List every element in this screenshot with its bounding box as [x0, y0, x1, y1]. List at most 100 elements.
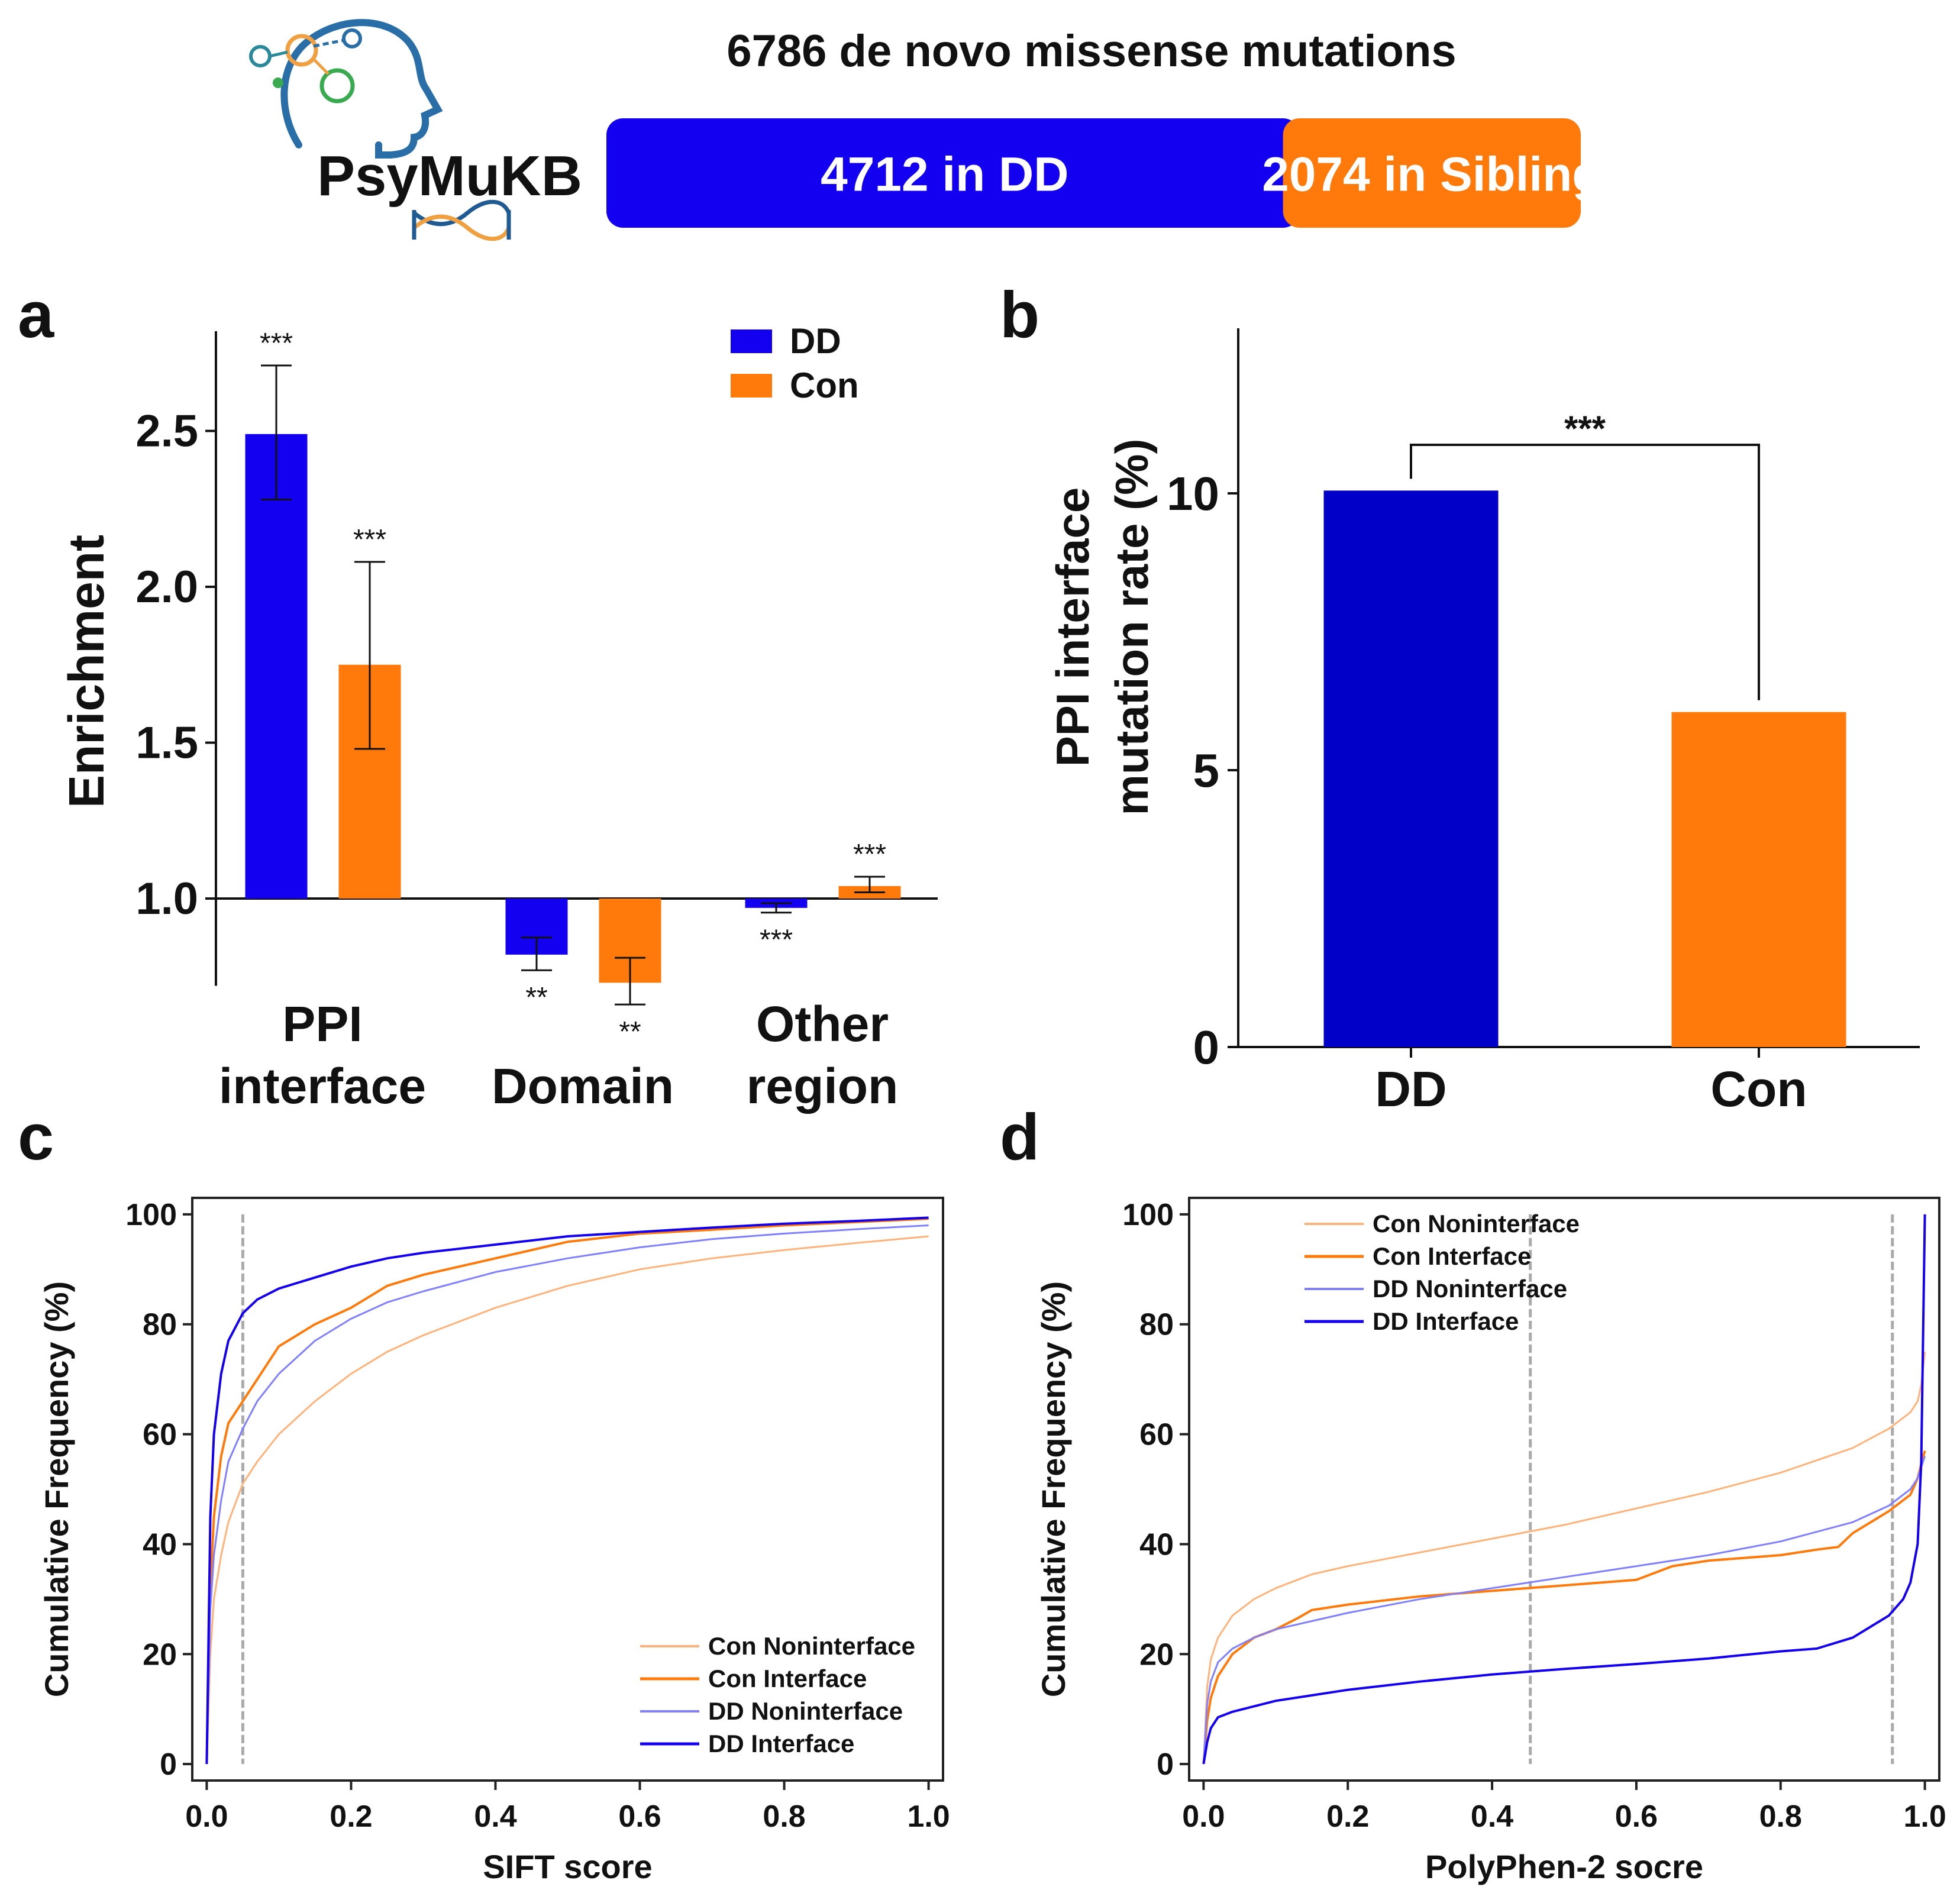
- legend-label-dd: DD: [790, 321, 841, 361]
- series-line-con-interface: [205, 1217, 929, 1765]
- x-tick-label: 0.0: [185, 1799, 228, 1834]
- sift-cumulative-chart: 0.0 0.2 0.4 0.6 0.8 1.0 0 20 40 60 80 100 SIFT score…: [38, 1197, 950, 1885]
- legend-label-con-interface: Con Interface: [1373, 1242, 1531, 1270]
- x-tick-label: 0.2: [330, 1799, 372, 1834]
- y-tick-label: 60: [143, 1418, 177, 1452]
- y-tick-label: 10: [1167, 467, 1219, 520]
- molecule-node-icon: [319, 68, 355, 104]
- psymukb-logo: PsyMuKB: [249, 19, 582, 241]
- series-line-con-noninterface: [1202, 1352, 1926, 1765]
- y-tick-label: 80: [1139, 1308, 1174, 1342]
- y-tick-label: 2.5: [135, 406, 198, 457]
- dna-icon: [412, 199, 511, 241]
- polyphen-cumulative-chart: 0.0 0.2 0.4 0.6 0.8 1.0 0 20 40 60 80 100 PolyPhen-2…: [1035, 1197, 1946, 1885]
- x-tick-label: 1.0: [907, 1799, 950, 1834]
- bar-dd: [1323, 490, 1499, 1047]
- series-line-dd-interface: [1202, 1214, 1926, 1765]
- molecule-node-icon: [342, 28, 362, 49]
- x-axis-title: PolyPhen-2 socre: [1425, 1848, 1703, 1885]
- x-tick-label-con: Con: [1710, 1061, 1807, 1117]
- category-label-2: region: [747, 1058, 899, 1114]
- y-tick-label: 5: [1193, 744, 1220, 797]
- series-line-con-interface: [1202, 1450, 1926, 1765]
- x-tick-label-dd: DD: [1375, 1061, 1446, 1117]
- significance-label: **: [619, 1016, 641, 1048]
- y-axis-title: Cumulative Frequency (%): [1035, 1281, 1072, 1697]
- x-tick-label: 1.0: [1903, 1799, 1946, 1834]
- y-axis-title: Cumulative Frequency (%): [38, 1281, 75, 1697]
- category-label-1: Domain: [492, 1058, 674, 1114]
- x-tick-label: 0.6: [1615, 1799, 1658, 1834]
- significance-label: **: [525, 982, 547, 1013]
- series-line-dd-noninterface: [1202, 1456, 1926, 1765]
- molecule-node-icon: [249, 45, 272, 67]
- y-tick-label: 2.0: [135, 562, 198, 612]
- x-tick-label: 0.4: [1471, 1799, 1513, 1834]
- x-tick-label: 0.2: [1326, 1799, 1369, 1834]
- plot-frame: [191, 1197, 944, 1782]
- x-tick-label: 0.4: [474, 1799, 516, 1834]
- y-tick-label: 1.5: [135, 718, 198, 768]
- legend-label-dd-noninterface: DD Noninterface: [708, 1697, 903, 1725]
- legend-swatch-con: [731, 374, 772, 398]
- significance-label: ***: [760, 925, 793, 956]
- significance-label: ***: [353, 524, 386, 555]
- mutation-rate-bar-chart: 0 5 10 PPI interface mutation rate (%) DD Con *…: [1047, 328, 1920, 1117]
- molecule-node-icon: [273, 77, 283, 88]
- y-tick-label: 20: [1139, 1637, 1174, 1672]
- legend-label-con-noninterface: Con Noninterface: [708, 1632, 915, 1660]
- molecule-node-icon: [285, 34, 318, 67]
- y-tick-label: 80: [143, 1308, 177, 1342]
- series-line-dd-interface: [205, 1216, 929, 1765]
- split-segment-dd: [606, 118, 1300, 228]
- series-line-con-noninterface: [205, 1235, 929, 1765]
- panel-label-d: d: [1000, 1101, 1039, 1174]
- significance-label: ***: [853, 839, 886, 870]
- x-tick-label: 0.8: [763, 1799, 805, 1834]
- mutation-split-bar: 4712 in DD 2074 in Sibling: [606, 118, 1601, 228]
- y-tick-label: 1.0: [135, 874, 198, 924]
- x-tick-label: 0.0: [1182, 1799, 1225, 1834]
- y-axis-title-line-0: PPI interface: [1047, 487, 1099, 767]
- significance-label: ***: [1564, 409, 1606, 448]
- category-label-0: interface: [219, 1058, 426, 1114]
- y-axis-title-line-1: mutation rate (%): [1106, 438, 1158, 815]
- enrichment-bar-chart: 1.01.52.02.5Enrichment****************PP…: [59, 321, 938, 1114]
- logo-wordmark: PsyMuKB: [317, 144, 582, 208]
- bar-dd-0: [245, 434, 308, 899]
- header-title: 6786 de novo missense mutations: [726, 26, 1456, 76]
- legend-label-con: Con: [790, 366, 859, 405]
- category-label-0: PPI: [282, 996, 362, 1052]
- y-tick-label: 40: [143, 1527, 177, 1562]
- panel-label-a: a: [18, 279, 54, 351]
- legend-label-dd-noninterface: DD Noninterface: [1373, 1275, 1567, 1303]
- legend-swatch-dd: [731, 329, 772, 353]
- series-line-dd-noninterface: [205, 1224, 929, 1765]
- y-tick-label: 0: [160, 1747, 177, 1782]
- bar-con: [1671, 712, 1846, 1047]
- y-tick-label: 0: [1157, 1747, 1174, 1782]
- legend-label-dd-interface: DD Interface: [708, 1730, 854, 1757]
- x-tick-label: 0.6: [618, 1799, 661, 1834]
- split-label-dd: 4712 in DD: [821, 148, 1068, 202]
- significance-label: ***: [260, 328, 293, 359]
- head-silhouette-icon: [280, 19, 443, 159]
- panel-label-b: b: [1000, 279, 1039, 351]
- y-tick-label: 100: [1122, 1198, 1174, 1232]
- x-axis-title: SIFT score: [483, 1848, 652, 1885]
- split-segment-sibling: [1283, 118, 1581, 228]
- x-tick-label: 0.8: [1759, 1799, 1802, 1834]
- y-tick-label: 0: [1193, 1021, 1220, 1074]
- plot-frame: [1188, 1197, 1940, 1782]
- legend-label-con-interface: Con Interface: [708, 1665, 867, 1692]
- y-tick-label: 100: [125, 1198, 177, 1232]
- category-label-2: Other: [756, 996, 889, 1052]
- legend-label-dd-interface: DD Interface: [1373, 1307, 1519, 1335]
- split-label-sibling: 2074 in Sibling: [1262, 148, 1601, 202]
- panel-label-c: c: [18, 1101, 54, 1174]
- significance-bracket: [1410, 444, 1760, 700]
- y-tick-label: 60: [1139, 1418, 1174, 1452]
- y-tick-label: 40: [1139, 1527, 1174, 1562]
- y-tick-label: 20: [143, 1637, 177, 1672]
